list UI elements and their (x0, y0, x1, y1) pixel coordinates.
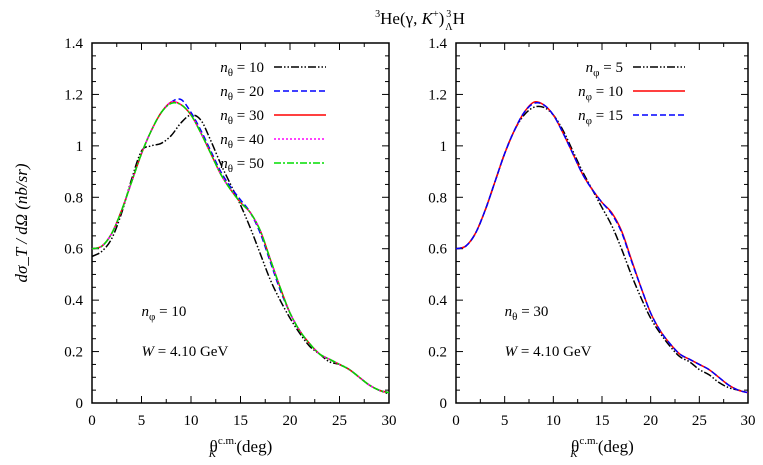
y-tick-label: 1 (440, 139, 448, 155)
y-tick-label: 0.2 (428, 345, 447, 361)
x-tick-label: 20 (643, 413, 658, 429)
x-tick-label: 30 (741, 413, 756, 429)
series-line-3 (455, 102, 749, 394)
y-tick-label: 1.2 (64, 87, 83, 103)
y-axis-label: dσ_T / dΩ (nb/sr) (12, 163, 31, 282)
legend-label: nφ = 15 (578, 108, 623, 127)
legend-label: nθ = 50 (220, 156, 264, 175)
panel-1: 0 5 10 15 20 25 30 0 0.2 0.4 0.6 0.8 1 1.2 1.4 θc.m. K (… (64, 36, 396, 460)
x-tick-label: 0 (88, 413, 96, 429)
legend-label: nφ = 5 (586, 60, 623, 79)
y-tick-label: 1.4 (428, 36, 447, 52)
y-tick-label: 1.2 (428, 87, 447, 103)
x-tick-label: 20 (283, 413, 298, 429)
chart-title: 3He(γ, K+) 3 ΛH (375, 9, 465, 33)
annotation-w: W = 4.10 GeV (142, 344, 229, 360)
y-tick-label: 0.8 (428, 190, 447, 206)
legend-label: nθ = 20 (220, 84, 264, 103)
x-axis-label: θc.m. K (deg) (208, 435, 272, 460)
y-tick-label: 0.4 (64, 293, 83, 309)
legend-label: nθ = 40 (220, 132, 264, 151)
y-tick-label: 0.6 (64, 242, 83, 258)
panel-2: 0 5 10 15 20 25 30 0 0.2 0.4 0.6 0.8 1 1.2 1.4 θc.m. K (… (428, 36, 755, 460)
y-tick-label: 0.2 (64, 345, 83, 361)
x-tick-label: 0 (452, 413, 460, 429)
y-tick-label: 1.4 (64, 36, 83, 52)
x-tick-label: 10 (184, 413, 199, 429)
legend-label: nθ = 10 (220, 60, 264, 79)
x-tick-label: 15 (233, 413, 248, 429)
x-tick-label: 5 (501, 413, 509, 429)
annotation-n: nθ = 30 (505, 304, 549, 323)
y-tick-label: 0.6 (428, 242, 447, 258)
series-line-5 (91, 102, 390, 394)
y-tick-label: 0 (440, 396, 448, 412)
series-line-2 (455, 100, 749, 394)
annotation-w: W = 4.10 GeV (505, 344, 592, 360)
x-tick-label: 25 (332, 413, 347, 429)
legend-label: nθ = 30 (220, 108, 264, 127)
legend-label: nφ = 10 (578, 84, 623, 103)
annotation-n: nφ = 10 (142, 304, 187, 323)
x-axis-label: θc.m. K (deg) (569, 435, 633, 460)
series-line-1 (455, 105, 749, 394)
y-tick-label: 0 (76, 396, 84, 412)
y-tick-label: 0.4 (428, 293, 447, 309)
x-tick-label: 30 (382, 413, 397, 429)
x-tick-label: 15 (595, 413, 610, 429)
x-tick-label: 10 (546, 413, 561, 429)
y-tick-label: 0.8 (64, 190, 83, 206)
y-tick-label: 1 (76, 139, 84, 155)
x-tick-label: 5 (138, 413, 146, 429)
x-tick-label: 25 (692, 413, 707, 429)
